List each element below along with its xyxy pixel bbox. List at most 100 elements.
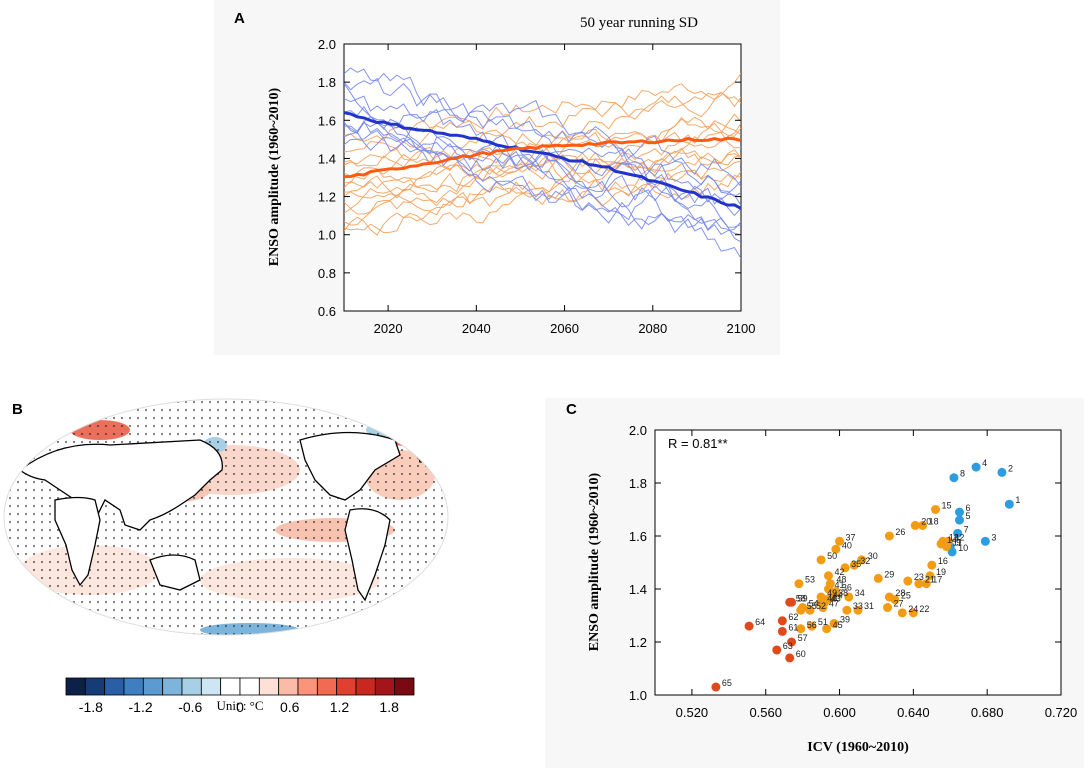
scatter-point-23 [903, 576, 913, 586]
scatter-point-42 [823, 571, 833, 581]
scatter-point-32 [849, 560, 859, 570]
panel-a-ytick-label: 1.2 [318, 190, 336, 205]
panel-c-xlabel: ICV (1960~2010) [807, 740, 909, 755]
colorbar-swatch [394, 677, 415, 696]
scatter-point-label: 10 [958, 543, 968, 553]
panel-c-ytick-label: 1.6 [629, 529, 647, 544]
scatter-point-label: 58 [796, 593, 806, 603]
panel-a-plot: 0.6 0.8 1.0 1.2 1.4 1.6 1.8 2.0 2020 2040 2060 2080… [318, 37, 756, 336]
scatter-point-4 [971, 462, 981, 472]
colorbar-swatch [297, 677, 318, 696]
colorbar-tick-label: -1.2 [129, 699, 153, 715]
panel-c-xtick-label: 0.560 [749, 705, 782, 720]
panel-c-label: C [566, 401, 577, 418]
panel-c-plot-area [654, 429, 1062, 696]
scatter-point-57 [787, 637, 797, 647]
colorbar-swatch [142, 677, 164, 696]
blue-member-line [344, 77, 741, 198]
scatter-point-label: 19 [936, 567, 946, 577]
scatter-point-52 [805, 605, 815, 615]
scatter-point-label: 49 [827, 588, 837, 598]
scatter-point-label: 41 [834, 580, 844, 590]
colorbar-tick-label: 0 [236, 699, 244, 715]
scatter-point-label: 61 [788, 622, 798, 632]
continents [18, 431, 441, 602]
panel-a-ytick-label: 1.4 [318, 151, 336, 166]
scatter-point-label: 55 [807, 601, 817, 611]
scatter-point-label: 7 [964, 524, 969, 534]
scatter-point-53 [794, 579, 804, 589]
scatter-point-29 [873, 573, 883, 583]
scatter-point-label: 8 [960, 469, 965, 479]
scatter-point-50 [816, 555, 826, 565]
scatter-point-62 [777, 616, 787, 626]
colorbar-tick-label: -0.6 [178, 699, 202, 715]
panel-a-ytick-label: 1.6 [318, 113, 336, 128]
scatter-point-55 [796, 605, 806, 615]
scatter-point-label: 51 [818, 617, 828, 627]
scatter-point-63 [772, 645, 782, 655]
panel-b-map [3, 398, 449, 636]
scatter-point-35 [840, 563, 850, 573]
orange-member-line [344, 148, 741, 210]
scatter-point-65 [711, 682, 721, 692]
scatter-point-1 [1004, 499, 1014, 509]
colorbar: -1.8 -1.2 -0.6 0 0.6 1.2 1.8 [65, 677, 415, 715]
scatter-point-label: 64 [755, 617, 765, 627]
panel-a-xtick-label: 2060 [550, 321, 579, 336]
colorbar-swatch [65, 677, 86, 696]
panel-a-label: A [234, 10, 245, 27]
scatter-point-label: 16 [938, 556, 948, 566]
scatter-point-37 [835, 536, 845, 546]
scatter-point-label: 34 [855, 588, 865, 598]
panel-a-ylabel: ENSO amplitude (1960~2010) [267, 87, 282, 266]
scatter-point-label: 27 [894, 599, 904, 609]
scatter-point-label: 3 [991, 532, 996, 542]
scatter-point-2 [997, 467, 1007, 477]
orange-group-mean-line [344, 136, 741, 179]
scatter-point-24 [897, 608, 907, 618]
south-america [344, 508, 391, 602]
scatter-point-label: 40 [842, 540, 852, 550]
sst-anomaly-ross-cold [335, 618, 385, 632]
orange-member-line [344, 169, 741, 234]
colorbar-swatch [316, 677, 338, 696]
scatter-point-33 [842, 605, 852, 615]
scatter-point-3 [980, 536, 990, 546]
map-frame [3, 398, 449, 636]
panel-a-ytick-label: 2.0 [318, 37, 336, 52]
panel-a-xtick-label: 2020 [374, 321, 403, 336]
colorbar-tick-label: 0.6 [280, 699, 300, 715]
panel-c-annotation: R = 0.81** [668, 436, 728, 451]
scatter-point-label: 24 [908, 604, 918, 614]
scatter-point-61 [777, 626, 787, 636]
scatter-point-6 [955, 507, 964, 517]
scatter-point-18 [918, 520, 928, 530]
panel-b-label: B [12, 401, 23, 418]
scatter-point-label: 23 [914, 572, 924, 582]
scatter-point-label: 11 [953, 538, 962, 548]
scatter-point-label: 42 [834, 567, 844, 577]
scatter-point-22 [908, 608, 918, 618]
scatter-point-60 [785, 653, 795, 663]
scatter-point-label: 62 [788, 612, 798, 622]
colorbar-swatch [278, 677, 299, 696]
scatter-point-label: 2 [1008, 463, 1013, 473]
orange-member-line [344, 131, 741, 193]
scatter-point-label: 39 [840, 614, 850, 624]
blue-member-line [344, 129, 741, 259]
colorbar-swatch [336, 677, 357, 696]
scatter-point-19 [925, 571, 935, 581]
blue-member-line [344, 95, 741, 206]
scatter-point-label: 14 [947, 535, 957, 545]
panel-a-title: 50 year running SD [580, 15, 698, 31]
scatter-point-label: 33 [853, 601, 863, 611]
colorbar-swatch [220, 677, 241, 696]
scatter-point-label: 6 [966, 503, 971, 513]
scatter-point-21 [914, 579, 924, 589]
scatter-point-16 [927, 560, 937, 570]
scatter-point-label: 44 [833, 591, 843, 601]
scatter-point-label: 48 [836, 575, 846, 585]
scatter-point-label: 31 [864, 601, 874, 611]
